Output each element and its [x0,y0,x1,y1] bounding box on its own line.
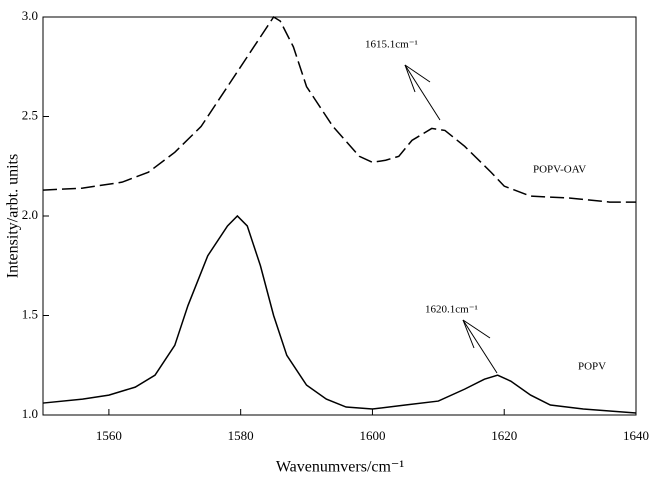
x-tick-label: 1640 [623,428,649,443]
y-tick-label: 2.0 [22,207,38,222]
series-line [42,15,636,203]
series-line [42,214,637,414]
y-tick-label: 1.5 [22,306,38,321]
series-label: POPV [578,361,606,373]
annotation: 1620.1cm⁻¹ [425,304,478,316]
plot-frame [42,16,637,416]
annotation: 1615.1cm⁻¹ [365,39,418,51]
series-label: POPV-OAV [533,164,586,176]
arrow [462,319,498,374]
x-axis-label: Wavenumvers/cm⁻¹ [276,459,405,476]
x-tick-label: 1620 [491,428,517,443]
x-tick-label: 1580 [228,428,254,443]
x-tick-label: 1600 [359,428,385,443]
y-axis-label: Intensity/arbt. units [5,154,22,278]
y-tick-label: 1.0 [22,406,38,421]
y-tick-label: 3.0 [22,8,38,23]
x-tick-label: 1560 [96,428,122,443]
arrow [404,64,441,121]
y-tick-label: 2.5 [22,107,38,122]
